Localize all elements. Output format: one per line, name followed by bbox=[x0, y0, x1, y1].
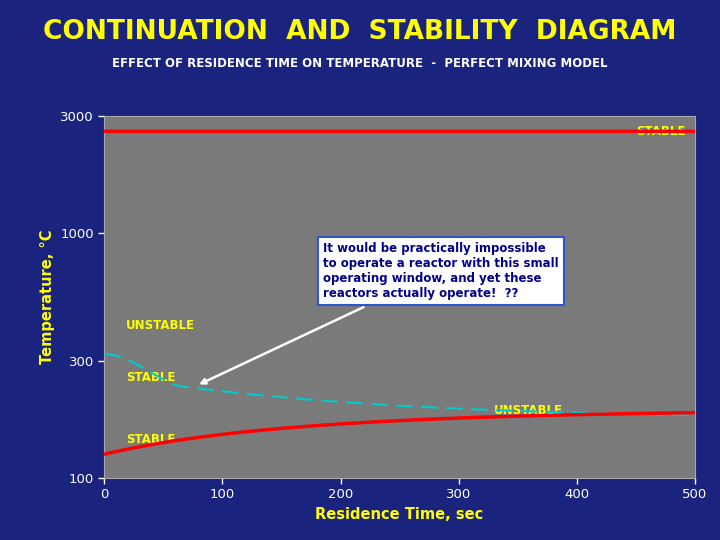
Text: CONTINUATION  AND  STABILITY  DIAGRAM: CONTINUATION AND STABILITY DIAGRAM bbox=[43, 19, 677, 45]
X-axis label: Residence Time, sec: Residence Time, sec bbox=[315, 507, 484, 522]
Text: STABLE: STABLE bbox=[126, 434, 175, 447]
Text: EFFECT OF RESIDENCE TIME ON TEMPERATURE  -  PERFECT MIXING MODEL: EFFECT OF RESIDENCE TIME ON TEMPERATURE … bbox=[112, 57, 608, 70]
Y-axis label: Temperature, °C: Temperature, °C bbox=[40, 230, 55, 364]
Text: It would be practically impossible
to operate a reactor with this small
operatin: It would be practically impossible to op… bbox=[202, 242, 559, 383]
Text: UNSTABLE: UNSTABLE bbox=[126, 319, 194, 332]
Text: STABLE: STABLE bbox=[636, 125, 685, 138]
Text: UNSTABLE: UNSTABLE bbox=[494, 404, 563, 417]
Text: STABLE: STABLE bbox=[126, 370, 175, 383]
